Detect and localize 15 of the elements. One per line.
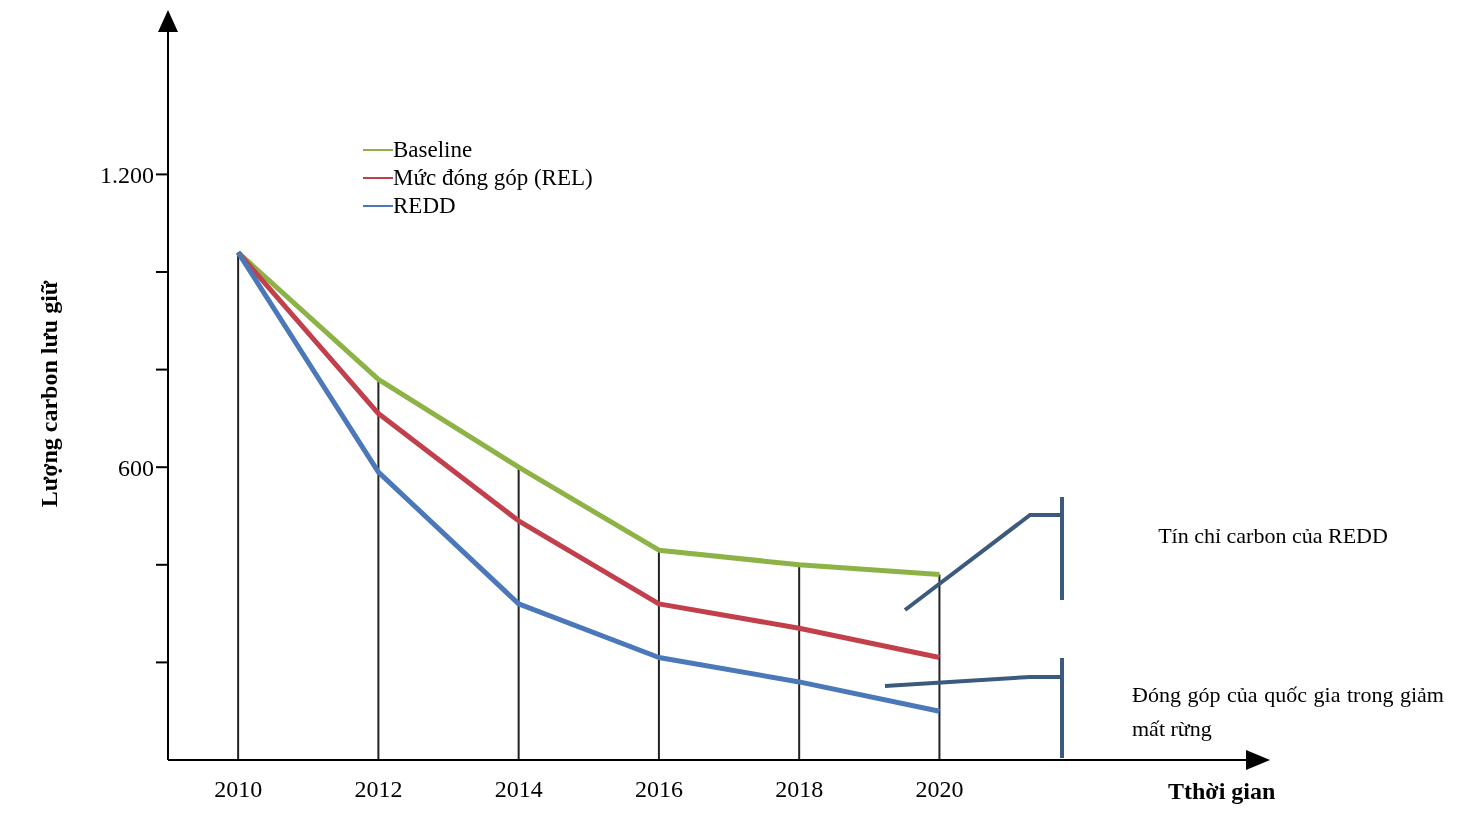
y-axis-title: Lượng carbon lưu giữ xyxy=(35,280,62,508)
legend-label: REDD xyxy=(393,192,456,220)
x-tick-label: 2018 xyxy=(775,776,824,803)
x-tick-label: 2020 xyxy=(915,776,964,803)
text: Đóng góp của quốc gia trong giảm mất rừng xyxy=(1132,681,1444,743)
x-tick-label: 2010 xyxy=(214,776,263,803)
x-tick-label: 2014 xyxy=(494,776,543,803)
legend-label: Mức đóng góp (REL) xyxy=(393,164,593,192)
x-tick-label: 2012 xyxy=(354,776,403,803)
text: Tthời gian xyxy=(1168,778,1276,805)
y-tick-label: 1.200 xyxy=(100,161,154,188)
text: Tín chỉ carbon của REDD xyxy=(1158,522,1388,550)
y-tick-label: 600 xyxy=(118,454,154,481)
legend-label: Baseline xyxy=(393,136,473,164)
x-tick-label: 2016 xyxy=(634,776,683,803)
